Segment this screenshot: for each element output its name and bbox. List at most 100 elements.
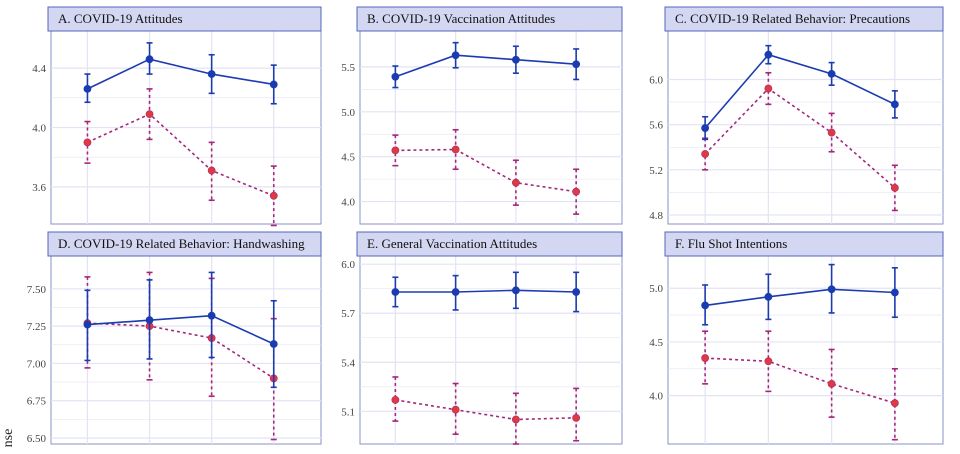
- data-point: [451, 51, 460, 60]
- panel-title: B. COVID-19 Vaccination Attitudes: [367, 11, 555, 26]
- y-tick-label: 5.5: [341, 62, 355, 74]
- series-line: [87, 58, 274, 90]
- y-tick-label: 5.4: [341, 357, 355, 369]
- y-tick-label: 4.4: [32, 63, 46, 75]
- data-point: [572, 187, 581, 196]
- panel-title: E. General Vaccination Attitudes: [367, 236, 537, 251]
- data-point: [701, 150, 710, 158]
- data-point: [701, 301, 710, 310]
- y-tick-label: 4.8: [649, 210, 663, 222]
- panel-strip: [664, 231, 944, 257]
- data-point: [764, 84, 773, 93]
- plot-area: [359, 255, 623, 445]
- data-point: [572, 288, 581, 296]
- panel-title: F. Flu Shot Intentions: [675, 236, 787, 251]
- series-line: [395, 289, 577, 293]
- data-point: [269, 191, 278, 200]
- data-point: [145, 110, 154, 119]
- y-tick-label: 7.25: [27, 321, 47, 333]
- series-line: [704, 53, 896, 129]
- data-point: [827, 69, 836, 78]
- data-point: [511, 286, 520, 295]
- y-tick-label: 4.5: [649, 337, 663, 349]
- data-point: [451, 405, 460, 414]
- data-point: [890, 288, 899, 297]
- panel-strip: [664, 6, 944, 32]
- y-tick-label: 4.0: [649, 391, 663, 403]
- panel-title: D. COVID-19 Related Behavior: Handwashin…: [58, 236, 305, 251]
- series-line: [87, 322, 275, 379]
- y-tick-label: 3.6: [32, 182, 46, 194]
- panel-strip: [47, 6, 322, 32]
- chart-panel: 3.6 4.0 4.4 A. COVID-19 Attitudes: [32, 6, 322, 227]
- y-tick-label: 4.5: [341, 152, 355, 164]
- y-tick-label: 5.0: [341, 107, 355, 119]
- data-point: [451, 288, 460, 296]
- y-tick-label: 6.0: [341, 259, 355, 271]
- data-point: [83, 85, 92, 93]
- y-tick-label: 6.50: [27, 433, 47, 445]
- data-point: [827, 285, 836, 294]
- series-line: [395, 54, 577, 78]
- chart-panel: 4.0 4.5 5.0 F. Flu Shot Intentions: [649, 231, 944, 445]
- y-tick-label: 6.75: [27, 396, 47, 408]
- plot-area: [50, 255, 322, 445]
- panel-strip: [356, 231, 623, 257]
- series-line: [87, 314, 275, 345]
- y-tick-label: 7.50: [27, 284, 47, 296]
- chart-panel: 4.8 5.2 5.6 6.0 C. COVID-19 Related Behavior…: [649, 6, 944, 225]
- data-point: [511, 55, 520, 64]
- y-tick-label: 5.7: [341, 308, 355, 320]
- data-point: [451, 145, 460, 154]
- plot-area: [667, 30, 944, 225]
- chart-panel: 4.0 4.5 5.0 5.5 B. COVID-19 Vaccination Atti…: [341, 6, 623, 225]
- data-point: [511, 178, 520, 187]
- data-point: [572, 413, 581, 422]
- data-point: [207, 311, 216, 320]
- data-point: [701, 124, 710, 132]
- data-point: [391, 395, 400, 404]
- panel-strip: [356, 6, 623, 32]
- panel-strip: [47, 231, 322, 257]
- data-point: [83, 138, 92, 147]
- y-tick-label: 6.0: [649, 75, 663, 87]
- data-point: [207, 166, 216, 175]
- data-point: [391, 146, 400, 155]
- panel-title: C. COVID-19 Related Behavior: Precaution…: [675, 11, 910, 26]
- y-tick-label: 4.0: [341, 197, 355, 209]
- chart-panel: 5.1 5.4 5.7 6.0 E. General Vaccination Attit…: [341, 231, 623, 445]
- data-point: [145, 316, 154, 325]
- data-point: [890, 183, 899, 192]
- data-point: [511, 415, 520, 424]
- data-point: [890, 100, 899, 109]
- data-point: [207, 70, 216, 78]
- data-point: [764, 50, 773, 59]
- plot-area: [667, 255, 944, 445]
- data-point: [827, 128, 836, 137]
- data-point: [269, 80, 278, 89]
- data-point: [269, 340, 278, 348]
- series-line: [87, 113, 275, 197]
- series-line: [395, 148, 577, 193]
- series-line: [704, 288, 895, 307]
- data-point: [764, 292, 773, 301]
- data-point: [701, 354, 710, 362]
- y-tick-label: 5.2: [649, 165, 663, 177]
- chart-panel: 6.50 6.75 7.00 7.25 7.50 D. COVID-19 Related …: [27, 231, 322, 445]
- data-point: [391, 72, 400, 81]
- series-line: [705, 357, 896, 404]
- data-point: [391, 288, 400, 296]
- data-point: [764, 357, 773, 366]
- y-tick-label: 5.6: [649, 120, 663, 132]
- data-point: [145, 55, 154, 64]
- y-tick-label: 7.00: [27, 358, 47, 370]
- y-tick-label: 5.0: [649, 283, 663, 295]
- panel-title: A. COVID-19 Attitudes: [58, 11, 183, 26]
- series-line: [704, 87, 896, 189]
- data-point: [827, 379, 836, 388]
- series-line: [395, 399, 577, 421]
- data-point: [83, 320, 92, 329]
- plot-area: [359, 30, 623, 225]
- y-tick-label: 5.1: [341, 406, 355, 418]
